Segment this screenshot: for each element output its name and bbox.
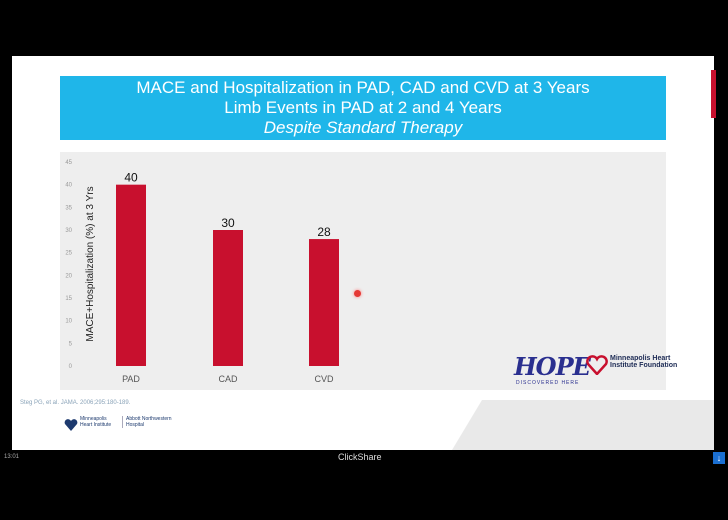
logo-text-1: Minneapolis Heart Institute xyxy=(80,416,112,428)
y-tick-label: 15 xyxy=(65,296,72,302)
data-label: 40 xyxy=(124,171,138,185)
y-axis-label: MACE+Hospitalization (%) at 3 Yrs xyxy=(85,186,96,341)
video-time: 13:01 xyxy=(4,454,20,460)
slide-title-box: MACE and Hospitalization in PAD, CAD and… xyxy=(60,76,666,140)
x-tick-label: CVD xyxy=(314,374,334,384)
x-tick-label: PAD xyxy=(122,374,140,384)
chart-background xyxy=(60,152,666,390)
y-tick-label: 25 xyxy=(65,251,72,257)
presentation-slide: MACE and Hospitalization in PAD, CAD and… xyxy=(12,56,714,450)
x-tick-label: CAD xyxy=(218,374,238,384)
logo-text-2: Abbott Northwestern Hospital xyxy=(122,416,178,428)
download-icon[interactable]: ↓ xyxy=(713,452,725,464)
bar-chart: 0 5 10 15 20 25 30 35 40 45 MACE+Hospitalization (… xyxy=(60,152,666,390)
y-tick-label: 10 xyxy=(65,319,72,325)
title-line-3: Despite Standard Therapy xyxy=(263,118,463,137)
clickshare-label: ClickShare xyxy=(338,452,382,462)
laser-pointer xyxy=(354,290,361,297)
bar-pad xyxy=(116,184,146,366)
hope-logo: HOPE xyxy=(514,352,591,381)
mhif-logo-text: Minneapolis Heart Institute Foundation xyxy=(610,355,678,369)
heart-icon xyxy=(64,419,78,431)
title-line-2: Limb Events in PAD at 2 and 4 Years xyxy=(224,98,502,117)
title-line-1: MACE and Hospitalization in PAD, CAD and… xyxy=(136,78,590,97)
y-tick-label: 45 xyxy=(65,160,72,166)
logo-panel xyxy=(452,400,714,450)
data-label: 30 xyxy=(221,216,235,230)
y-tick-label: 20 xyxy=(65,273,72,279)
y-tick-label: 5 xyxy=(69,341,73,347)
bar-cvd xyxy=(309,239,339,366)
y-tick-label: 0 xyxy=(69,364,73,370)
y-tick-label: 40 xyxy=(65,183,72,189)
minneapolis-heart-logo: Minneapolis Heart Institute Abbott North… xyxy=(64,416,174,438)
hope-tagline: DISCOVERED HERE xyxy=(516,380,580,386)
bar-cad xyxy=(213,230,243,366)
data-label: 28 xyxy=(317,225,331,239)
mhif-heart-icon xyxy=(586,355,608,375)
slide-edge-accent xyxy=(711,70,716,118)
citation: Steg PG, et al. JAMA. 2006;295:180-189. xyxy=(20,400,131,406)
y-tick-label: 30 xyxy=(65,228,72,234)
y-tick-label: 35 xyxy=(65,205,72,211)
